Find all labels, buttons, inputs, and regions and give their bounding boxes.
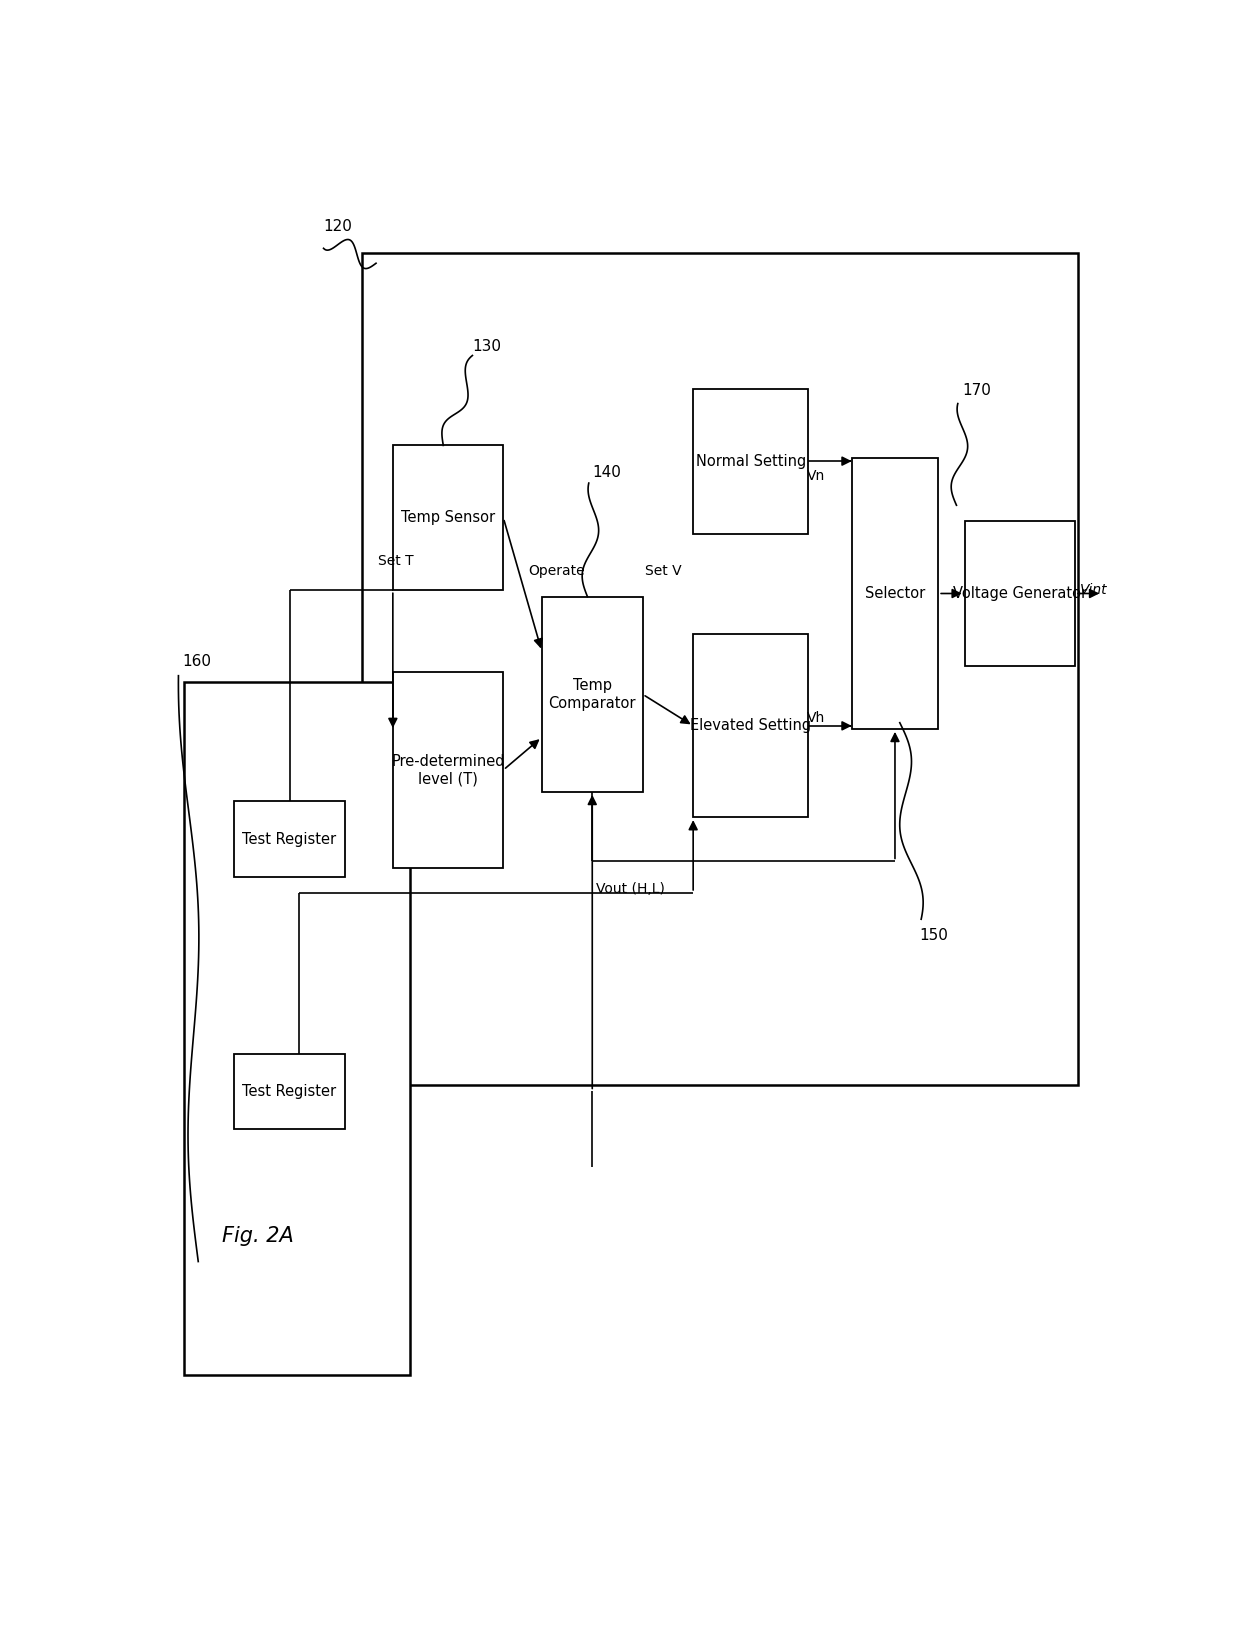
Text: Set T: Set T (378, 555, 414, 568)
Bar (234, 802, 345, 877)
Text: 140: 140 (593, 465, 621, 480)
Text: 120: 120 (324, 219, 352, 234)
Text: Selector: Selector (864, 586, 925, 601)
Bar (362, 254, 1078, 1085)
Bar (693, 388, 808, 534)
Bar (234, 1054, 345, 1130)
Bar (965, 521, 1075, 666)
Text: Voltage Generator: Voltage Generator (952, 586, 1087, 601)
Text: Temp Sensor: Temp Sensor (401, 511, 495, 525)
Text: 130: 130 (472, 339, 501, 354)
Text: Elevated Setting: Elevated Setting (691, 719, 811, 733)
Text: 160: 160 (182, 655, 211, 670)
Text: 170: 170 (962, 383, 991, 398)
Bar (693, 635, 808, 817)
Text: 150: 150 (919, 928, 947, 943)
Bar (852, 458, 939, 728)
Bar (393, 445, 503, 591)
Text: Test Register: Test Register (243, 1084, 336, 1098)
Text: Normal Setting: Normal Setting (696, 453, 806, 468)
Text: Vout (H,L): Vout (H,L) (596, 882, 665, 895)
Text: Vn: Vn (806, 468, 825, 483)
Text: Fig. 2A: Fig. 2A (222, 1226, 294, 1246)
Text: Temp
Comparator: Temp Comparator (548, 678, 636, 710)
Text: Set V: Set V (645, 565, 682, 578)
Text: Pre-determined
level (T): Pre-determined level (T) (392, 753, 505, 786)
Text: Vint: Vint (1080, 583, 1107, 598)
Bar (393, 673, 503, 868)
Bar (542, 596, 642, 792)
Bar (184, 681, 409, 1375)
Text: Test Register: Test Register (243, 832, 336, 846)
Text: Operate: Operate (528, 565, 584, 578)
Text: Vh: Vh (806, 710, 825, 725)
